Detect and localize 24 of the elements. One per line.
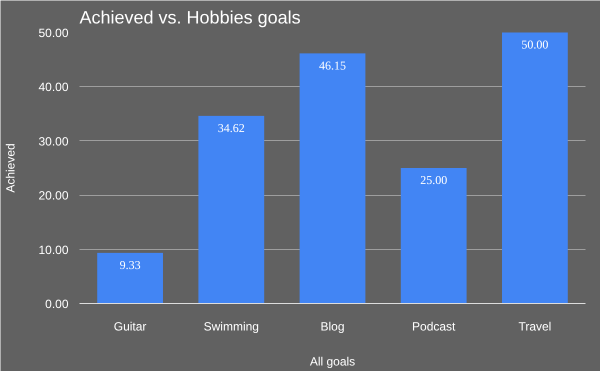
data-label: 46.15 [319, 58, 346, 72]
bar [198, 116, 264, 304]
bar [502, 32, 568, 304]
data-label: 9.33 [120, 258, 141, 272]
bar [300, 53, 366, 304]
y-tick-label: 30.00 [38, 134, 69, 148]
y-tick-label: 20.00 [38, 188, 69, 203]
data-label: 34.62 [218, 120, 245, 135]
chart-title: Achieved vs. Hobbies goals [80, 8, 301, 28]
bar [400, 168, 467, 304]
x-tick-label: Blog [320, 320, 345, 334]
y-axis-title: Achieved [3, 143, 18, 193]
y-tick-label: 50.00 [38, 26, 69, 40]
y-tick-label: 40.00 [38, 80, 69, 94]
x-tick-label: Guitar [114, 320, 146, 334]
x-tick-label: Swimming [204, 320, 259, 334]
x-tick-label: Travel [518, 320, 552, 334]
y-tick-label: 0.00 [45, 297, 69, 311]
x-tick-label: Podcast [412, 320, 456, 334]
y-tick-label: 10.00 [38, 242, 69, 257]
bar [97, 252, 163, 304]
data-label: 50.00 [521, 38, 548, 52]
x-axis-title: All goals [310, 354, 356, 368]
data-label: 25.00 [420, 173, 448, 187]
